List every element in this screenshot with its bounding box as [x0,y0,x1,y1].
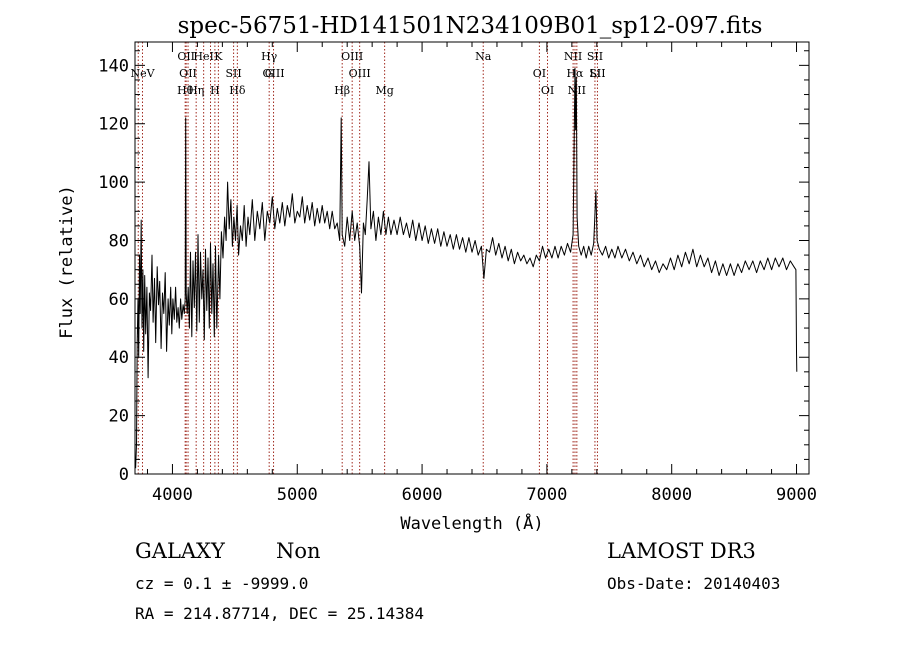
x-tick-label: 7000 [526,485,567,505]
spectrum-line [135,67,798,469]
object-subclass: Non [276,539,321,563]
chart-title: spec-56751-HD141501N234109B01_sp12-097.f… [178,13,763,39]
line-marker-label: H [210,84,220,97]
object-class: GALAXY [135,539,226,563]
x-axis: 4000 5000 6000 7000 8000 9000 [146,42,817,505]
y-tick-label: 40 [109,348,129,368]
y-tick-label: 20 [109,407,129,427]
line-marker-label: Mg [375,84,393,97]
x-tick-label: 6000 [402,485,443,505]
x-tick-label: 8000 [651,485,692,505]
line-marker-label: SII [589,67,605,80]
line-marker-label: OI [541,84,554,97]
line-marker-label: Hθ [177,84,194,97]
x-tick-label: 4000 [152,485,193,505]
coordinates: RA = 214.87714, DEC = 25.14384 [135,604,424,623]
y-tick-label: 140 [98,56,129,76]
y-axis: 0 20 40 60 80 100 120 140 [98,50,809,485]
redshift-cz: cz = 0.1 ± -9999.0 [135,574,308,593]
y-tick-label: 80 [109,231,129,251]
line-marker-label: OIII [341,50,363,63]
line-marker-label: Li [590,67,601,80]
line-markers [137,42,598,474]
line-marker-labels: NeVHθOIIOIIHηHeIHKSIIHδHγGOIIIHβOIIIOIII… [130,50,605,97]
line-marker-label: Hβ [334,84,350,97]
line-marker-label: Na [475,50,492,63]
y-tick-label: 120 [98,115,129,135]
line-marker-label: HeI [193,50,213,63]
line-marker-label: Hδ [229,84,246,97]
y-tick-label: 60 [109,290,129,310]
line-marker-label: OI [533,67,546,80]
observation-date: Obs-Date: 20140403 [607,574,780,593]
line-marker-label: Hγ [261,50,278,63]
line-marker-label: OIII [349,67,371,80]
line-marker-label: Hη [188,84,204,97]
line-marker-label: SII [225,67,241,80]
line-marker-label: NeV [130,67,155,80]
line-marker-label: OII [179,67,197,80]
line-marker-label: OIII [263,67,285,80]
x-tick-label: 9000 [776,485,817,505]
line-marker-label: NII [564,50,582,63]
x-axis-label: Wavelength (Å) [400,512,543,534]
y-axis-label: Flux (relative) [57,185,77,339]
survey-name: LAMOST DR3 [607,539,756,563]
y-tick-label: 0 [119,465,129,485]
line-marker-label: SII [587,50,603,63]
line-marker-label: K [214,50,223,63]
y-tick-label: 100 [98,173,129,193]
line-marker-label: G [265,67,274,80]
line-marker-label: OII [177,50,195,63]
x-tick-label: 5000 [277,485,318,505]
